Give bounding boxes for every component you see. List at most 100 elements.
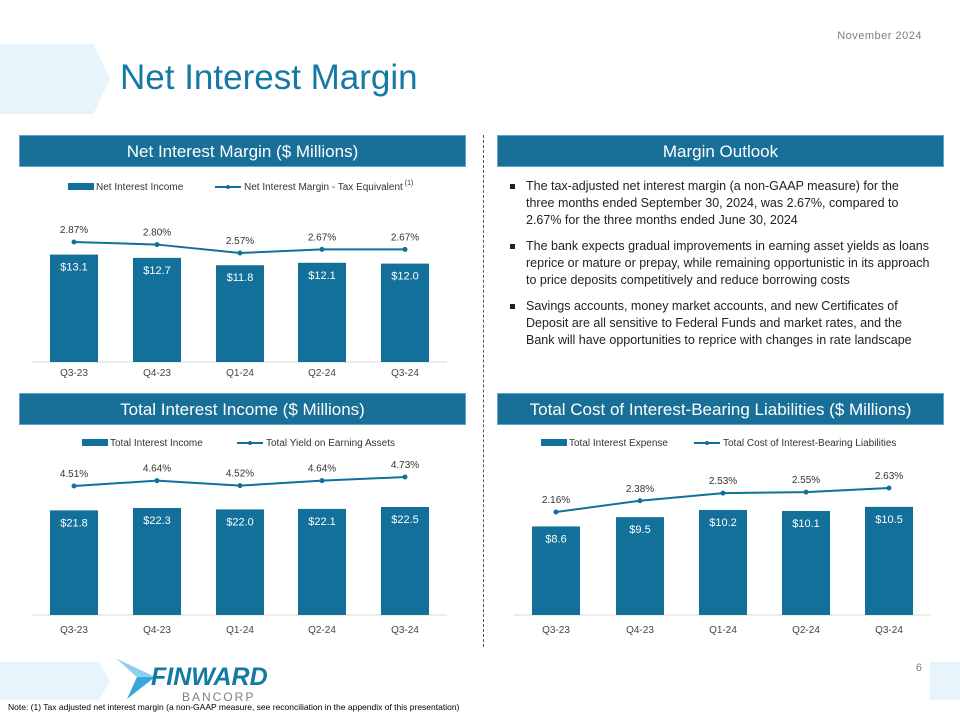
category-label: Q3-23 <box>60 368 88 379</box>
legend-marker <box>705 441 709 445</box>
legend-marker <box>226 185 230 189</box>
category-label: Q2-24 <box>308 368 336 379</box>
legend-label: Total Cost of Interest-Bearing Liabiliti… <box>723 438 896 449</box>
line-label: 2.67% <box>308 232 336 243</box>
line-label: 2.57% <box>226 236 254 247</box>
divider <box>483 135 484 647</box>
page-number: 6 <box>915 662 922 674</box>
legend-label: Total Yield on Earning Assets <box>266 438 395 449</box>
bar-label: $21.8 <box>60 517 88 529</box>
category-label: Q1-24 <box>226 625 254 636</box>
bar-label: $10.1 <box>792 518 820 530</box>
legend-superscript: (1) <box>405 180 414 187</box>
outlook-bullet: The tax-adjusted net interest margin (a … <box>510 178 930 229</box>
category-label: Q1-24 <box>709 625 737 636</box>
line-point <box>319 246 325 252</box>
bar-label: $9.5 <box>629 524 650 536</box>
outlook-bullet: The bank expects gradual improvements in… <box>510 238 930 289</box>
bar-label: $10.2 <box>709 517 737 529</box>
bar-label: $12.0 <box>391 271 419 283</box>
legend-marker <box>248 441 252 445</box>
logo-sub: BANCORP <box>182 690 255 704</box>
line-label: 4.52% <box>226 469 254 480</box>
line-label: 4.51% <box>60 469 88 480</box>
category-label: Q3-24 <box>391 625 419 636</box>
line-label: 2.55% <box>792 475 820 486</box>
bar <box>532 526 580 615</box>
category-label: Q4-23 <box>626 625 654 636</box>
bar <box>298 508 346 615</box>
bar-label: $22.0 <box>226 516 254 528</box>
bar <box>133 257 181 362</box>
category-label: Q3-24 <box>875 625 903 636</box>
margin-outlook: The tax-adjusted net interest margin (a … <box>510 178 930 358</box>
line-label: 2.53% <box>709 476 737 487</box>
bar <box>50 510 98 615</box>
line-label: 4.73% <box>391 460 419 471</box>
line-point <box>803 489 809 495</box>
line-label: 4.64% <box>308 464 336 475</box>
bar <box>865 506 913 615</box>
date: November 2024 <box>837 30 922 42</box>
bar <box>381 263 429 362</box>
legend-swatch-bar <box>541 439 567 446</box>
legend-label: Net Interest Income <box>96 182 184 193</box>
legend-label: Net Interest Margin - Tax Equivalent <box>244 182 403 193</box>
line-label: 4.64% <box>143 464 171 475</box>
legend-label: Total Interest Income <box>110 438 203 449</box>
footnote: Note: (1) Tax adjusted net interest marg… <box>8 702 460 712</box>
category-label: Q2-24 <box>308 625 336 636</box>
bar-label: $12.1 <box>308 270 336 282</box>
bar-label: $22.1 <box>308 516 336 528</box>
line-point <box>402 246 408 252</box>
legend-label: Total Interest Expense <box>569 438 668 449</box>
nim-panel-header: Net Interest Margin ($ Millions) <box>19 135 466 167</box>
legend-swatch-bar <box>82 439 108 446</box>
bar-label: $8.6 <box>545 533 566 545</box>
line-label: 2.67% <box>391 232 419 243</box>
line-point <box>237 250 243 256</box>
category-label: Q4-23 <box>143 625 171 636</box>
line-point <box>402 474 408 480</box>
line-label: 2.38% <box>626 484 654 495</box>
line-label: 2.87% <box>60 225 88 236</box>
bar <box>616 517 664 615</box>
line-label: 2.16% <box>542 495 570 506</box>
line-point <box>237 483 243 489</box>
bar <box>699 509 747 615</box>
line-point <box>154 478 160 484</box>
line-point <box>886 485 892 491</box>
line-point <box>553 509 559 515</box>
category-label: Q3-23 <box>60 625 88 636</box>
category-label: Q3-24 <box>391 368 419 379</box>
category-label: Q2-24 <box>792 625 820 636</box>
line-label: 2.80% <box>143 228 171 239</box>
legend-swatch-bar <box>68 183 94 190</box>
bar-label: $22.3 <box>143 515 171 527</box>
cost-panel-header: Total Cost of Interest-Bearing Liabiliti… <box>497 393 944 425</box>
outlook-panel-header: Margin Outlook <box>497 135 944 167</box>
category-label: Q1-24 <box>226 368 254 379</box>
bar-label: $22.5 <box>391 514 419 526</box>
decor-band <box>0 44 110 114</box>
line-point <box>319 478 325 484</box>
bar <box>381 507 429 615</box>
bar-label: $10.5 <box>875 514 903 526</box>
line-point <box>637 498 643 504</box>
logo-text: FINWARD <box>151 663 268 691</box>
bar <box>782 510 830 615</box>
line-point <box>71 483 77 489</box>
outlook-bullet: Savings accounts, money market accounts,… <box>510 298 930 349</box>
line-point <box>720 490 726 496</box>
tii-panel-header: Total Interest Income ($ Millions) <box>19 393 466 425</box>
bar-label: $11.8 <box>227 272 254 284</box>
line-label: 2.63% <box>875 471 903 482</box>
bar-label: $13.1 <box>60 262 88 274</box>
line-point <box>154 242 160 248</box>
line-point <box>71 239 77 245</box>
page-title: Net Interest Margin <box>120 58 418 97</box>
category-label: Q3-23 <box>542 625 570 636</box>
decor-band <box>0 662 110 700</box>
bar <box>216 509 264 615</box>
